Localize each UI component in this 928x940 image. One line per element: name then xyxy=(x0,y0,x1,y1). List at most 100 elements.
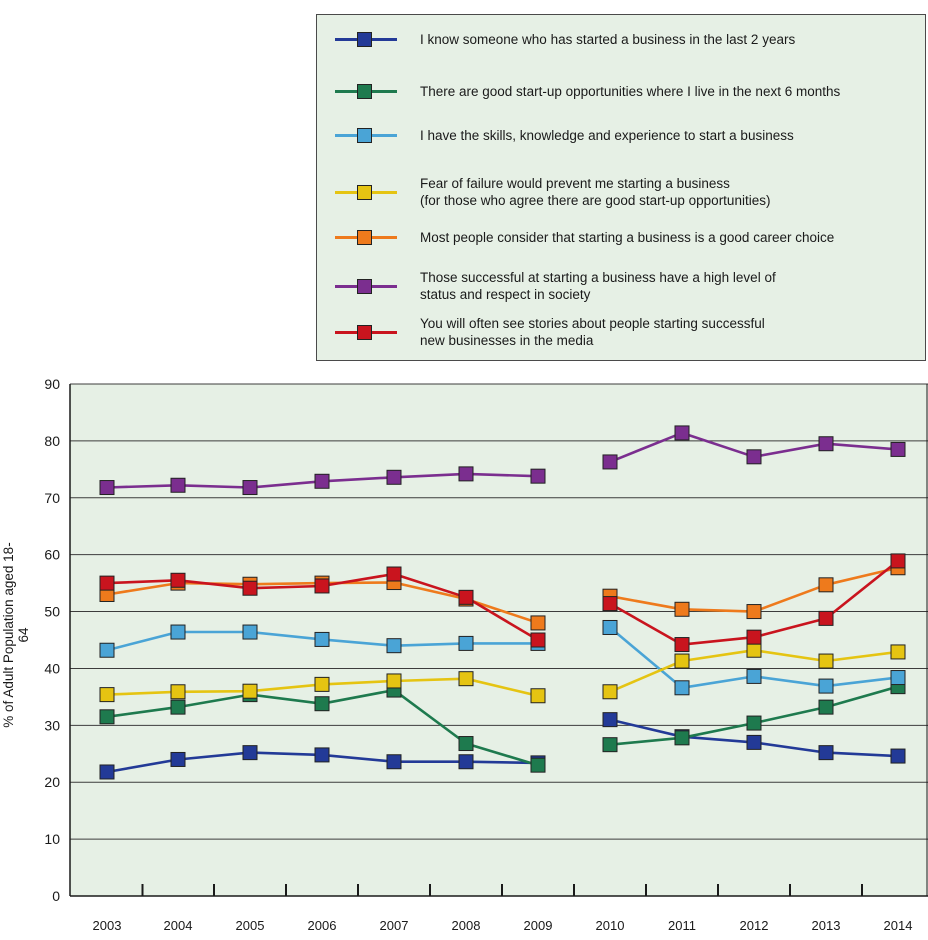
data-point-marker xyxy=(746,629,762,645)
legend-label: Those successful at starting a business … xyxy=(420,270,776,302)
data-point-marker xyxy=(99,642,115,658)
legend-square-marker xyxy=(357,128,372,143)
data-point-marker xyxy=(170,572,186,588)
data-point-marker xyxy=(818,678,834,694)
data-point-marker xyxy=(530,757,546,773)
y-axis-title: % of Adult Population aged 18-64 xyxy=(1,542,31,728)
legend-label: You will often see stories about people … xyxy=(420,316,765,348)
data-point-marker xyxy=(99,764,115,780)
data-point-marker xyxy=(530,468,546,484)
data-point-marker xyxy=(242,624,258,640)
y-tick-label: 30 xyxy=(44,717,60,733)
y-tick-label: 70 xyxy=(44,490,60,506)
data-point-marker xyxy=(99,575,115,591)
data-point-marker xyxy=(818,577,834,593)
data-point-marker xyxy=(530,632,546,648)
legend-label: Most people consider that starting a bus… xyxy=(420,230,835,245)
legend-label: I have the skills, knowledge and experie… xyxy=(420,128,794,143)
legend-label: Fear of failure would prevent me startin… xyxy=(420,176,771,208)
data-point-marker xyxy=(818,436,834,452)
data-point-marker xyxy=(818,745,834,761)
x-tick-label: 2004 xyxy=(164,918,193,933)
data-point-marker xyxy=(314,631,330,647)
data-point-marker xyxy=(386,566,402,582)
line-chart: 0 10 20 30 40 50 60 70 80 90 2003 2004 2005 2006 2007 2… xyxy=(44,376,928,933)
x-tick-label: 2012 xyxy=(740,918,769,933)
y-tick-label: 10 xyxy=(44,831,60,847)
plot-background xyxy=(70,384,928,896)
legend-item: Most people consider that starting a bus… xyxy=(317,229,925,246)
y-tick-label: 80 xyxy=(44,433,60,449)
legend-square-marker xyxy=(357,325,372,340)
legend-square-marker xyxy=(357,185,372,200)
data-point-marker xyxy=(314,747,330,763)
data-point-marker xyxy=(99,687,115,703)
legend-square-marker xyxy=(357,230,372,245)
data-point-marker xyxy=(746,604,762,620)
data-point-marker xyxy=(818,653,834,669)
x-tick-label: 2011 xyxy=(668,918,696,933)
data-point-marker xyxy=(242,480,258,496)
legend-item: You will often see stories about people … xyxy=(317,315,925,349)
x-tick-label: 2010 xyxy=(596,918,625,933)
data-point-marker xyxy=(890,748,906,764)
data-point-marker xyxy=(890,553,906,569)
data-point-marker xyxy=(458,635,474,651)
y-tick-label: 60 xyxy=(44,547,60,563)
data-point-marker xyxy=(386,673,402,689)
data-point-marker xyxy=(314,473,330,489)
data-point-marker xyxy=(818,699,834,715)
legend-square-marker xyxy=(357,279,372,294)
legend-item: I have the skills, knowledge and experie… xyxy=(317,127,925,144)
data-point-marker xyxy=(890,441,906,457)
x-tick-label: 2007 xyxy=(380,918,409,933)
data-point-marker xyxy=(458,466,474,482)
data-point-marker xyxy=(458,589,474,605)
data-point-marker xyxy=(602,712,618,728)
data-point-marker xyxy=(458,736,474,752)
data-point-marker xyxy=(674,730,690,746)
data-point-marker xyxy=(458,671,474,687)
data-point-marker xyxy=(674,680,690,696)
data-point-marker xyxy=(674,425,690,441)
data-point-marker xyxy=(170,477,186,493)
data-point-marker xyxy=(170,684,186,700)
x-tick-label: 2005 xyxy=(236,918,265,933)
data-point-marker xyxy=(314,676,330,692)
legend-item: Fear of failure would prevent me startin… xyxy=(317,175,925,209)
data-point-marker xyxy=(530,688,546,704)
x-tick-label: 2008 xyxy=(452,918,481,933)
legend-item: I know someone who has started a busines… xyxy=(317,31,925,48)
y-tick-label: 90 xyxy=(44,376,60,392)
data-point-marker xyxy=(602,684,618,700)
data-point-marker xyxy=(674,601,690,617)
data-point-marker xyxy=(458,754,474,770)
y-tick-label: 0 xyxy=(52,888,60,904)
data-point-marker xyxy=(530,615,546,631)
data-point-marker xyxy=(170,624,186,640)
x-tick-label: 2003 xyxy=(93,918,122,933)
data-point-marker xyxy=(746,734,762,750)
data-point-marker xyxy=(386,638,402,654)
data-point-marker xyxy=(314,578,330,594)
data-point-marker xyxy=(746,449,762,465)
data-point-marker xyxy=(890,670,906,686)
x-tick-label: 2013 xyxy=(812,918,841,933)
data-point-marker xyxy=(674,637,690,653)
legend-item: Those successful at starting a business … xyxy=(317,269,925,303)
data-point-marker xyxy=(674,653,690,669)
y-tick-label: 50 xyxy=(44,604,60,620)
data-point-marker xyxy=(242,580,258,596)
data-point-marker xyxy=(314,696,330,712)
data-point-marker xyxy=(746,668,762,684)
data-point-marker xyxy=(602,454,618,470)
y-tick-label: 20 xyxy=(44,774,60,790)
data-point-marker xyxy=(818,610,834,626)
legend-label: I know someone who has started a busines… xyxy=(420,32,796,47)
data-point-marker xyxy=(890,644,906,660)
data-point-marker xyxy=(170,751,186,767)
data-point-marker xyxy=(746,715,762,731)
data-point-marker xyxy=(602,619,618,635)
data-point-marker xyxy=(242,745,258,761)
data-point-marker xyxy=(170,699,186,715)
